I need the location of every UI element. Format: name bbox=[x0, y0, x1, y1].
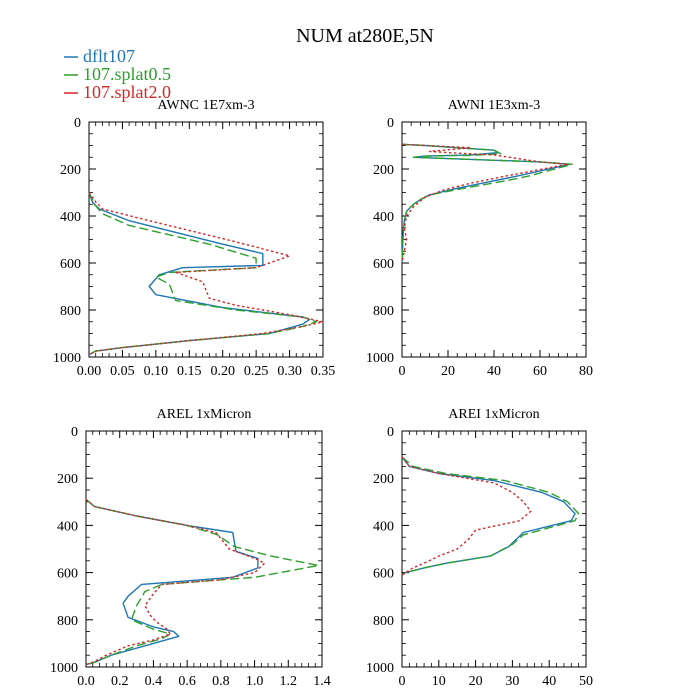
panel-0-yticklabel-5: 1000 bbox=[53, 351, 81, 366]
panel-0-series-107.splat0.5 bbox=[88, 192, 317, 356]
panel-1-xticklabel-3: 60 bbox=[533, 364, 547, 379]
panel-2-frame bbox=[85, 430, 323, 668]
panel-0: AWNC 1E7xm-3 0.00 0.05 0.10 0.15 0.20 0.25 0.30… bbox=[53, 98, 335, 379]
legend-label-1: 107.splat0.5 bbox=[83, 64, 171, 84]
panel-2-title: AREL 1xMicron bbox=[157, 407, 252, 422]
panel-1-yticklabel-3: 600 bbox=[373, 257, 394, 272]
panel-3-yticklabel-2: 400 bbox=[373, 519, 394, 534]
panel-2-yticklabel-5: 1000 bbox=[50, 661, 78, 676]
panel-2-yticklabel-4: 800 bbox=[57, 614, 78, 629]
panel-2-xticklabel-0: 0.0 bbox=[77, 674, 95, 689]
figure-title: NUM at280E,5N bbox=[296, 25, 434, 47]
panel-1-xticklabel-2: 40 bbox=[487, 364, 501, 379]
panel-3-yticklabel-3: 600 bbox=[373, 567, 394, 582]
panel-0-xticklabel-0: 0.00 bbox=[77, 364, 102, 379]
panel-2-series-107.splat0.5 bbox=[85, 498, 320, 666]
panel-2-yticklabel-2: 400 bbox=[57, 519, 78, 534]
panel-2-xticklabel-5: 1.0 bbox=[246, 674, 264, 689]
panels: AWNC 1E7xm-30.00 0.05 0.10 0.15 0.20 0.25 0.30… bbox=[50, 98, 593, 689]
panel-3-xticklabel-4: 40 bbox=[542, 674, 556, 689]
panel-2-xticklabel-3: 0.6 bbox=[178, 674, 196, 689]
panel-2-xticklabel-1: 0.2 bbox=[111, 674, 129, 689]
legend-label-2: 107.splat2.0 bbox=[83, 82, 171, 102]
panel-0-xticklabel-7: 0.35 bbox=[311, 364, 336, 379]
panel-1-yticklabel-1: 200 bbox=[373, 163, 394, 178]
panel-0-title: AWNC 1E7xm-3 bbox=[157, 98, 254, 113]
panel-1-xticklabel-4: 80 bbox=[579, 364, 593, 379]
panel-1-title: AWNI 1E3xm-3 bbox=[448, 98, 541, 113]
panel-3-frame bbox=[401, 430, 587, 668]
panel-1-yticklabel-5: 1000 bbox=[366, 351, 394, 366]
panel-0-yticklabel-4: 800 bbox=[60, 304, 81, 319]
panel-3-series-107.splat2.0 bbox=[401, 456, 532, 576]
panel-0-yticklabel-3: 600 bbox=[60, 257, 81, 272]
panel-3-yticklabel-4: 800 bbox=[373, 614, 394, 629]
panel-3-xticklabel-2: 20 bbox=[469, 674, 483, 689]
panel-3-title: AREI 1xMicron bbox=[448, 407, 539, 422]
panel-3-xticklabel-3: 30 bbox=[505, 674, 519, 689]
panel-3-series-107.splat0.5 bbox=[401, 456, 580, 576]
panel-1-series-107.splat0.5 bbox=[401, 143, 573, 264]
legend-label-0: dflt107 bbox=[83, 46, 135, 66]
panel-3-xticklabel-5: 50 bbox=[579, 674, 593, 689]
panel-2: AREL 1xMicron 0.0 0.2 0.4 0.6 0.8 1.0 1.2 1.4 0 20… bbox=[50, 407, 331, 689]
panel-3-xticklabel-1: 10 bbox=[432, 674, 446, 689]
panel-2-xticklabel-4: 0.8 bbox=[212, 674, 230, 689]
panel-0-xticklabel-1: 0.05 bbox=[110, 364, 135, 379]
panel-1-xticklabel-0: 0 bbox=[399, 364, 406, 379]
panel-2-series-dflt107 bbox=[85, 498, 259, 666]
panel-1-yticklabel-4: 800 bbox=[373, 304, 394, 319]
panel-0-xticklabel-3: 0.15 bbox=[177, 364, 202, 379]
panel-3: AREI 1xMicron 0 10 20 30 40 50 0 200 400 600 800 100… bbox=[366, 407, 593, 689]
panel-0-yticklabel-1: 200 bbox=[60, 163, 81, 178]
panel-0-xticklabel-4: 0.20 bbox=[210, 364, 235, 379]
panel-3-series-dflt107 bbox=[401, 456, 576, 576]
panel-1-yticklabel-2: 400 bbox=[373, 210, 394, 225]
panel-3-yticklabel-5: 1000 bbox=[366, 661, 394, 676]
panel-1-yticklabel-0: 0 bbox=[387, 116, 394, 131]
panel-2-yticklabel-3: 600 bbox=[57, 567, 78, 582]
panel-0-xticklabel-2: 0.10 bbox=[144, 364, 169, 379]
panel-2-yticklabel-1: 200 bbox=[57, 472, 78, 487]
panel-0-series-107.splat2.0 bbox=[88, 192, 324, 356]
panel-0-xticklabel-5: 0.25 bbox=[244, 364, 269, 379]
panel-3-yticklabel-1: 200 bbox=[373, 472, 394, 487]
panel-3-xticklabel-0: 0 bbox=[399, 674, 406, 689]
panel-2-xticklabel-7: 1.4 bbox=[313, 674, 331, 689]
panel-0-series-dflt107 bbox=[88, 192, 311, 356]
panel-0-yticklabel-0: 0 bbox=[74, 116, 81, 131]
panel-2-xticklabel-2: 0.4 bbox=[145, 674, 163, 689]
panel-1-xticklabel-1: 20 bbox=[441, 364, 455, 379]
panel-2-xticklabel-6: 1.2 bbox=[280, 674, 298, 689]
panel-2-yticklabel-0: 0 bbox=[71, 425, 78, 440]
panel-3-yticklabel-0: 0 bbox=[387, 425, 394, 440]
panel-0-yticklabel-2: 400 bbox=[60, 210, 81, 225]
panel-0-xticklabel-6: 0.30 bbox=[277, 364, 302, 379]
panel-1-series-107.splat2.0 bbox=[401, 143, 569, 264]
panel-2-series-107.splat2.0 bbox=[85, 498, 266, 666]
